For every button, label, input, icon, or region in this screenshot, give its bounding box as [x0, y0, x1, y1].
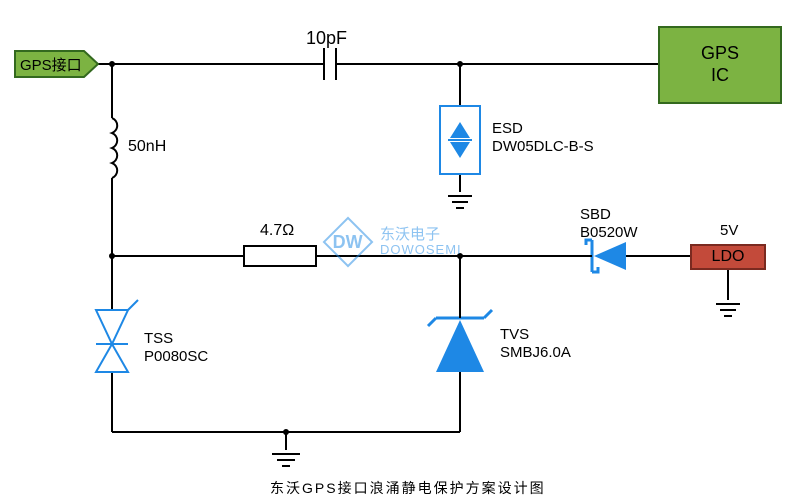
tvs-label1: TVS [500, 326, 529, 343]
watermark-en: DOWOSEMI [380, 243, 462, 257]
esd-label2: DW05DLC-B-S [492, 138, 594, 155]
ldo-block: LDO [690, 244, 766, 270]
esd-label1: ESD [492, 120, 523, 137]
caption: 东沃GPS接口浪涌静电保护方案设计图 [270, 478, 546, 498]
gps-ic-block: GPS IC [658, 26, 782, 104]
ldo-supply-label: 5V [720, 222, 738, 239]
cap-label: 10pF [306, 28, 347, 49]
ldo-label: LDO [712, 248, 745, 266]
gps-ic-line1: GPS [701, 43, 739, 65]
sbd-label2: B0520W [580, 224, 638, 241]
resistor-label: 4.7Ω [260, 222, 294, 240]
watermark-logo-icon: DW [323, 217, 374, 268]
watermark: DW 东沃电子 DOWOSEMI [330, 224, 462, 260]
gps-port-label: GPS接口 [20, 54, 82, 75]
sbd-label1: SBD [580, 206, 611, 223]
inductor-label: 50nH [128, 138, 166, 156]
watermark-cn: 东沃电子 [380, 227, 462, 244]
tss-label2: P0080SC [144, 348, 208, 365]
gps-ic-line2: IC [701, 65, 739, 87]
tvs-label2: SMBJ6.0A [500, 344, 571, 361]
tss-label1: TSS [144, 330, 173, 347]
